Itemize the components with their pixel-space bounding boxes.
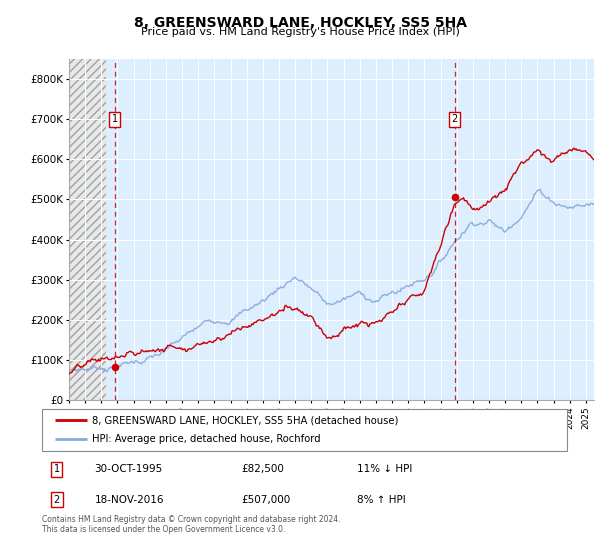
Text: 1: 1 [53, 464, 60, 474]
Text: Contains HM Land Registry data © Crown copyright and database right 2024.: Contains HM Land Registry data © Crown c… [42, 515, 341, 524]
Text: 8, GREENSWARD LANE, HOCKLEY, SS5 5HA (detached house): 8, GREENSWARD LANE, HOCKLEY, SS5 5HA (de… [92, 415, 398, 425]
Text: 11% ↓ HPI: 11% ↓ HPI [357, 464, 412, 474]
Text: 18-NOV-2016: 18-NOV-2016 [95, 494, 164, 505]
Text: £507,000: £507,000 [241, 494, 291, 505]
Text: Price paid vs. HM Land Registry's House Price Index (HPI): Price paid vs. HM Land Registry's House … [140, 27, 460, 37]
Text: 30-OCT-1995: 30-OCT-1995 [95, 464, 163, 474]
Text: This data is licensed under the Open Government Licence v3.0.: This data is licensed under the Open Gov… [42, 525, 286, 534]
Text: 8% ↑ HPI: 8% ↑ HPI [357, 494, 406, 505]
FancyBboxPatch shape [42, 409, 567, 451]
Bar [69, 59, 106, 400]
Text: HPI: Average price, detached house, Rochford: HPI: Average price, detached house, Roch… [92, 435, 320, 445]
Text: 2: 2 [53, 494, 60, 505]
Text: 2: 2 [452, 114, 458, 124]
Text: 1: 1 [112, 114, 118, 124]
Text: £82,500: £82,500 [241, 464, 284, 474]
Text: 8, GREENSWARD LANE, HOCKLEY, SS5 5HA: 8, GREENSWARD LANE, HOCKLEY, SS5 5HA [133, 16, 467, 30]
